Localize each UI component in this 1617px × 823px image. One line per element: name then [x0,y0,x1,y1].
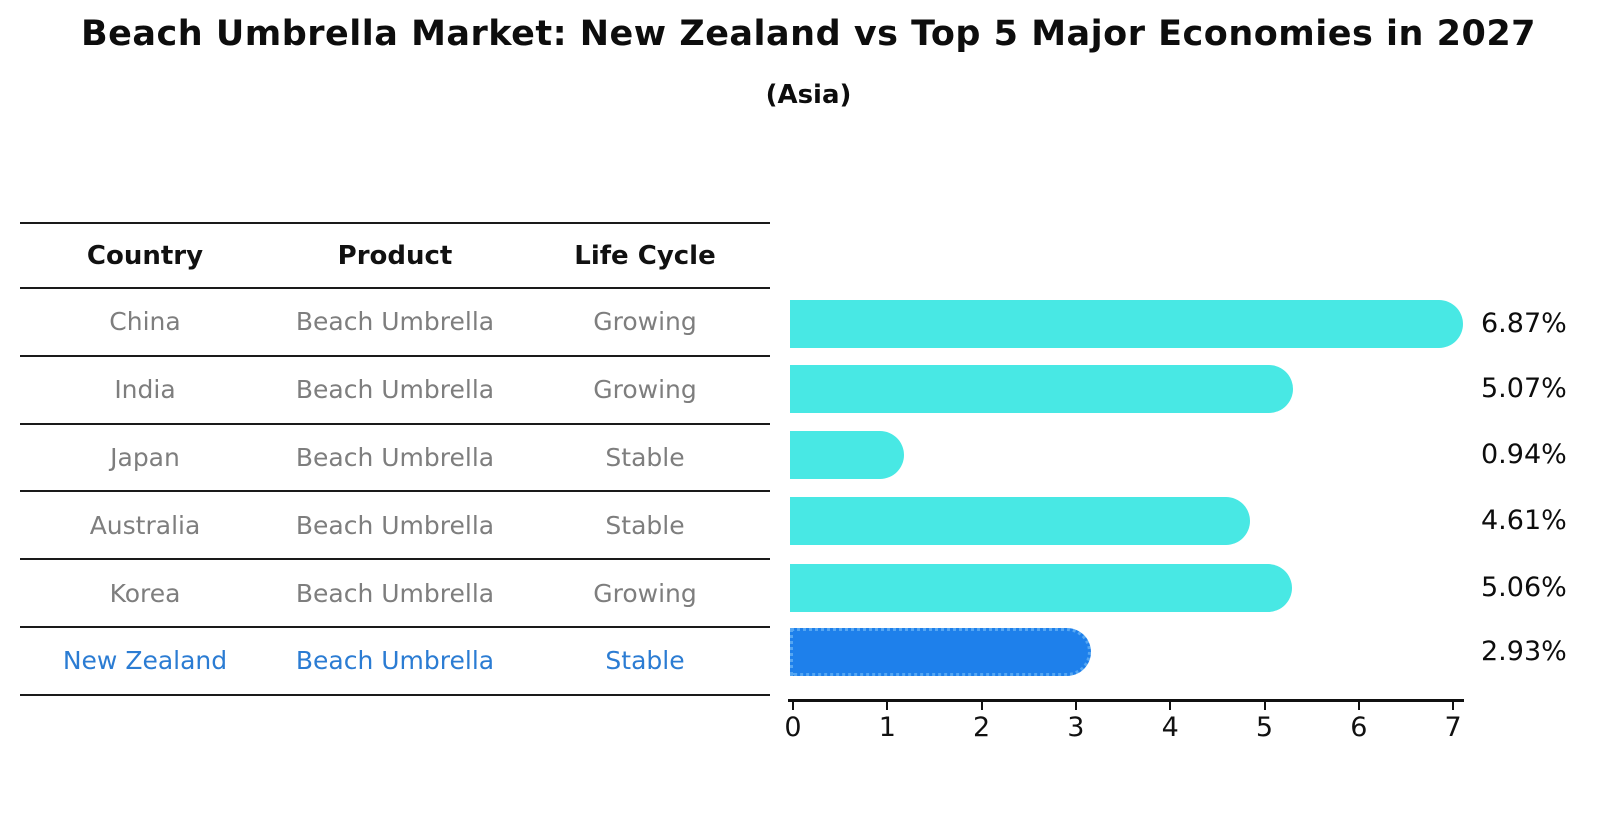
table-cell-country: Japan [110,442,180,472]
table-cell-product: Beach Umbrella [295,510,495,540]
table-cell-product: Beach Umbrella [295,307,495,337]
table-header-product: Product [337,240,453,271]
table-cell-product: Beach Umbrella [295,646,495,676]
bar-value-label: 5.07% [1481,373,1567,404]
table-cell-life-cycle: Stable [605,442,685,472]
chart-subtitle: (Asia) [765,80,852,110]
bar-value-label: 0.94% [1481,439,1567,470]
table-cell-life-cycle: Growing [593,375,697,405]
bar [790,564,1293,612]
table-row: Korea Beach Umbrella Growing [20,560,770,628]
table-cell-life-cycle: Growing [593,307,697,337]
chart-title: Beach Umbrella Market: New Zealand vs To… [80,14,1537,54]
bar-value-label: 5.06% [1481,572,1567,603]
table-cell-country: India [114,375,176,405]
table-cell-country: China [109,307,181,337]
x-tick-label: 6 [1350,712,1368,743]
country-table: Country Product Life Cycle China Beach Um… [20,222,770,696]
table-cell-life-cycle: Stable [605,646,685,676]
x-tick [886,701,889,710]
x-tick-label: 0 [784,712,802,743]
x-tick [1074,701,1078,710]
table-header-row: Country Product Life Cycle [20,224,770,289]
x-tick [1169,701,1172,710]
bar-value-label: 2.93% [1481,636,1567,667]
x-tick-label: 5 [1255,712,1274,743]
table-cell-life-cycle: Growing [593,578,697,608]
table-header-life-cycle: Life Cycle [574,240,716,271]
table-row: Australia Beach Umbrella Stable [20,492,770,561]
table-cell-product: Beach Umbrella [295,578,495,608]
table-cell-product: Beach Umbrella [295,375,495,405]
x-axis-line [788,699,1464,702]
table-cell-country: Australia [89,510,201,540]
table-cell-country: New Zealand [62,646,228,676]
x-tick-label: 2 [973,712,991,743]
x-tick [1357,701,1360,710]
table-row: India Beach Umbrella Growing [20,357,770,425]
table-row: New Zealand Beach Umbrella Stable [20,628,770,696]
bar-value-label: 6.87% [1481,308,1567,339]
bar-highlight [790,628,1092,676]
x-tick [792,701,795,710]
table-cell-product: Beach Umbrella [295,442,495,472]
table-header-country: Country [86,240,204,271]
table-cell-country: Korea [109,578,181,608]
bar [790,365,1294,413]
bar [790,300,1463,348]
bar-value-label: 4.61% [1481,505,1567,536]
table-row: China Beach Umbrella Growing [20,289,770,357]
x-tick-label: 1 [878,712,896,743]
x-tick-label: 7 [1444,712,1462,743]
x-tick-label: 4 [1161,712,1179,743]
bar [790,431,904,479]
x-tick [1452,701,1455,710]
bar [790,497,1250,545]
table-cell-life-cycle: Stable [605,510,685,540]
x-tick [980,701,983,710]
table-row: Japan Beach Umbrella Stable [20,425,770,493]
x-tick [1263,701,1266,710]
x-tick-label: 3 [1067,712,1085,743]
